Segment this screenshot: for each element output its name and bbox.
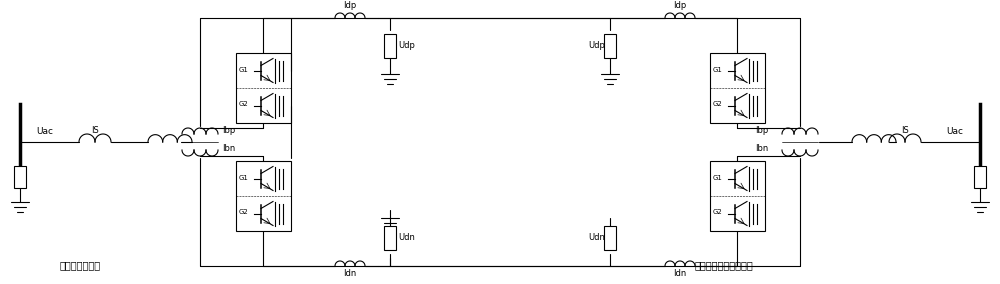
Text: G2: G2 (712, 210, 722, 216)
Text: Idp: Idp (673, 1, 687, 10)
Bar (236, 161, 290, 231)
Text: G1: G1 (712, 174, 722, 181)
Text: Ibn: Ibn (755, 144, 768, 153)
Text: Idn: Idn (673, 269, 687, 278)
Text: Uac: Uac (946, 127, 964, 136)
Text: 孤岛运行换流站: 孤岛运行换流站 (60, 260, 101, 270)
Text: IS: IS (91, 126, 99, 135)
Text: Udp: Udp (588, 41, 605, 51)
Bar (236, 53, 290, 123)
Text: Udn: Udn (588, 233, 605, 243)
Text: Ibp: Ibp (222, 126, 235, 135)
Text: Udn: Udn (398, 233, 415, 243)
Bar (384, 34, 396, 58)
Text: G2: G2 (239, 210, 248, 216)
Text: G2: G2 (712, 101, 722, 108)
Text: G1: G1 (712, 66, 722, 72)
Text: Udp: Udp (398, 41, 415, 51)
Text: Ibp: Ibp (755, 126, 768, 135)
Text: IS: IS (901, 126, 909, 135)
Text: Uac: Uac (36, 127, 54, 136)
Bar (710, 53, 765, 123)
Bar (14, 166, 26, 188)
Bar (710, 161, 765, 231)
Text: G1: G1 (239, 174, 248, 181)
Text: 定直流电压运行换流站: 定直流电压运行换流站 (695, 260, 754, 270)
Text: Ibn: Ibn (222, 144, 235, 153)
Text: Idn: Idn (343, 269, 357, 278)
Text: G2: G2 (239, 101, 248, 108)
Bar (384, 226, 396, 250)
Bar (604, 226, 616, 250)
Bar (974, 166, 986, 188)
Text: Idp: Idp (343, 1, 357, 10)
Bar (604, 34, 616, 58)
Text: G1: G1 (239, 66, 248, 72)
